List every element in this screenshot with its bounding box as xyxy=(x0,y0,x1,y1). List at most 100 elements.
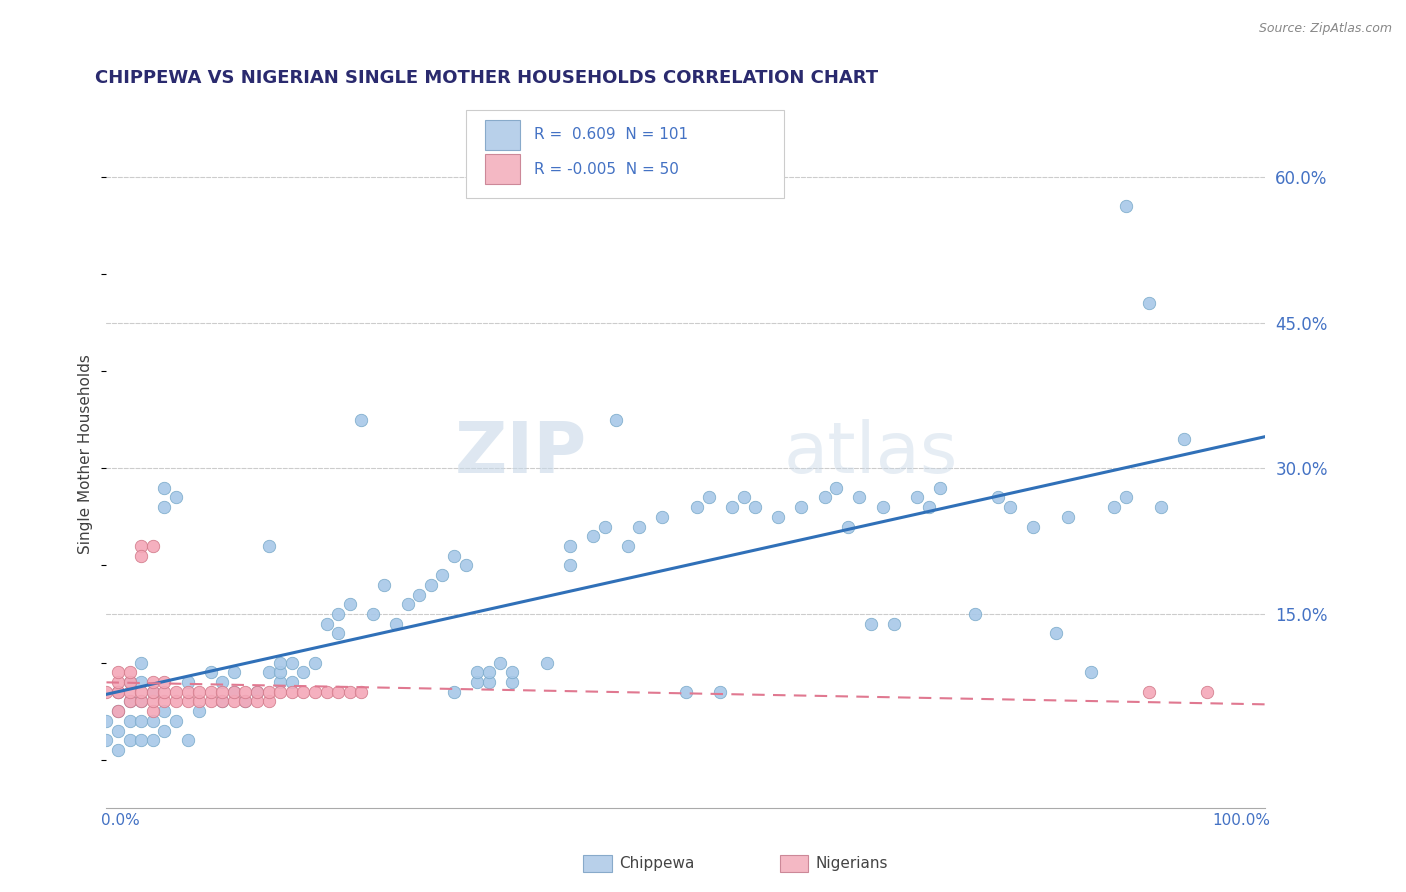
Point xyxy=(918,500,941,515)
Point xyxy=(848,491,870,505)
Point xyxy=(96,684,118,698)
Point xyxy=(721,500,744,515)
Point xyxy=(1057,509,1080,524)
Point xyxy=(814,491,837,505)
Point xyxy=(582,529,605,543)
Bar xyxy=(780,855,808,872)
Point xyxy=(107,704,129,718)
Text: Chippewa: Chippewa xyxy=(619,856,695,871)
Point xyxy=(107,684,129,698)
Text: 100.0%: 100.0% xyxy=(1212,814,1271,828)
Point xyxy=(1115,491,1137,505)
Point xyxy=(165,684,187,698)
Text: Nigerians: Nigerians xyxy=(815,856,889,871)
Point xyxy=(1137,296,1160,310)
Point xyxy=(339,684,361,698)
Point xyxy=(965,607,987,621)
Point xyxy=(246,684,269,698)
Bar xyxy=(485,120,520,150)
FancyBboxPatch shape xyxy=(465,110,785,198)
Point xyxy=(107,675,129,690)
Point xyxy=(281,656,304,670)
Text: R =  0.609  N = 101: R = 0.609 N = 101 xyxy=(534,128,688,142)
Point xyxy=(142,694,165,708)
Point xyxy=(744,500,766,515)
Point xyxy=(489,656,512,670)
Point xyxy=(107,723,129,738)
Point xyxy=(165,694,187,708)
Point xyxy=(558,539,581,553)
Point xyxy=(118,733,141,747)
Y-axis label: Single Mother Households: Single Mother Households xyxy=(79,354,93,554)
Point xyxy=(142,675,165,690)
Text: CHIPPEWA VS NIGERIAN SINGLE MOTHER HOUSEHOLDS CORRELATION CHART: CHIPPEWA VS NIGERIAN SINGLE MOTHER HOUSE… xyxy=(94,69,877,87)
Point xyxy=(733,491,755,505)
Point xyxy=(478,665,501,680)
Point xyxy=(1195,684,1218,698)
Point xyxy=(536,656,558,670)
Point xyxy=(432,568,454,582)
Point xyxy=(686,500,709,515)
Point xyxy=(837,519,859,533)
Point xyxy=(605,413,627,427)
Point xyxy=(269,665,291,680)
Point xyxy=(905,491,928,505)
Point xyxy=(883,616,905,631)
Point xyxy=(269,656,291,670)
Point xyxy=(107,684,129,698)
Point xyxy=(176,675,198,690)
Point xyxy=(350,684,373,698)
Point xyxy=(292,684,315,698)
Point xyxy=(129,694,152,708)
Point xyxy=(257,539,280,553)
Point xyxy=(443,549,465,563)
Point xyxy=(153,694,176,708)
Text: 0.0%: 0.0% xyxy=(101,814,139,828)
Point xyxy=(129,733,152,747)
Point xyxy=(129,714,152,728)
Point xyxy=(211,694,233,708)
Point xyxy=(593,519,616,533)
Point xyxy=(235,694,257,708)
Point xyxy=(246,684,269,698)
Point xyxy=(768,509,790,524)
Point xyxy=(176,684,198,698)
Point xyxy=(872,500,894,515)
Point xyxy=(269,684,291,698)
Point xyxy=(1080,665,1102,680)
Point xyxy=(118,714,141,728)
Point xyxy=(142,733,165,747)
Point xyxy=(200,684,222,698)
Point xyxy=(200,665,222,680)
Point xyxy=(118,694,141,708)
Point xyxy=(188,684,211,698)
Point xyxy=(222,684,245,698)
Point xyxy=(96,714,118,728)
Point xyxy=(176,733,198,747)
Point xyxy=(350,413,373,427)
Point xyxy=(188,704,211,718)
Point xyxy=(246,694,269,708)
Point xyxy=(222,694,245,708)
Text: atlas: atlas xyxy=(785,419,959,488)
Point xyxy=(1149,500,1171,515)
Point xyxy=(304,656,326,670)
Point xyxy=(222,684,245,698)
Point xyxy=(257,694,280,708)
Point xyxy=(697,491,720,505)
Point xyxy=(326,626,349,640)
Point xyxy=(998,500,1021,515)
Point xyxy=(326,607,349,621)
Point xyxy=(304,684,326,698)
Point xyxy=(339,597,361,611)
Point xyxy=(326,684,349,698)
Point xyxy=(235,684,257,698)
Point xyxy=(616,539,638,553)
Point xyxy=(478,675,501,690)
Point xyxy=(987,491,1010,505)
Point xyxy=(419,578,441,592)
Point xyxy=(929,481,952,495)
Point xyxy=(142,714,165,728)
Point xyxy=(153,481,176,495)
Point xyxy=(107,665,129,680)
